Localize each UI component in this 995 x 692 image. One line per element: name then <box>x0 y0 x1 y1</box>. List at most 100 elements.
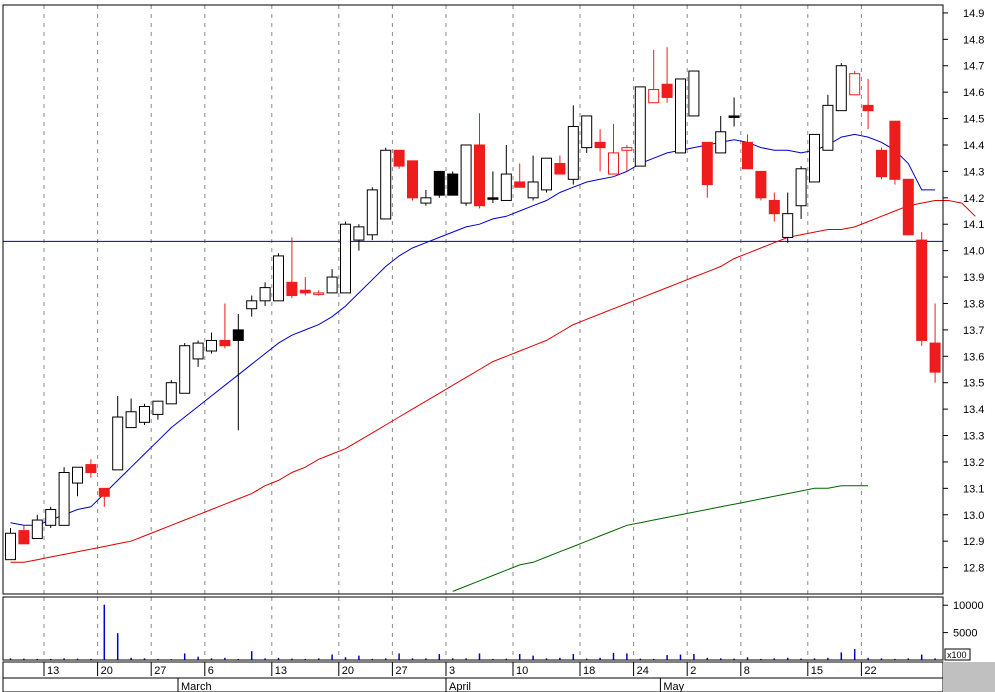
candle-body <box>661 83 673 98</box>
price-tick-label: 13.0 <box>963 510 984 522</box>
volume-panel-frame <box>2 596 944 661</box>
date-day-label: 20 <box>342 665 354 677</box>
moving-average-short <box>10 133 936 526</box>
price-tick-label: 14.8 <box>963 34 984 46</box>
grid-lines <box>43 5 862 660</box>
price-tick-label: 14.0 <box>963 246 984 258</box>
date-day-label: 27 <box>154 665 166 677</box>
volume-tick-label: 10000 <box>953 600 984 612</box>
price-tick-label: 14.2 <box>963 193 984 205</box>
candle-body <box>420 197 432 204</box>
volume-unit-badge-box <box>944 648 971 661</box>
candle-body <box>299 289 311 294</box>
candle-body <box>366 189 378 236</box>
price-tick-label: 14.3 <box>963 166 984 178</box>
date-day-label: 6 <box>208 665 214 677</box>
candle-body <box>715 131 727 154</box>
candle-body <box>460 144 472 204</box>
candle-body <box>916 239 928 341</box>
price-axis: 12.8 12.9 13.0 13.1 13.2 13.3 13.4 13.5 13.6 13.7… <box>943 8 984 575</box>
candle-body <box>889 120 901 180</box>
candle-body <box>581 115 593 149</box>
candle-body <box>474 144 485 207</box>
date-month-label: March <box>181 681 212 692</box>
candle-body <box>487 197 499 200</box>
candle-body <box>286 281 298 297</box>
candle-body <box>72 466 83 484</box>
volume-tick-label: 5000 <box>953 628 977 640</box>
candle-body <box>380 149 392 220</box>
candle-body <box>929 342 941 373</box>
candle-body <box>433 170 445 196</box>
candle-body <box>219 339 231 347</box>
price-tick-label: 12.9 <box>963 536 984 548</box>
candle-body <box>407 160 418 199</box>
price-tick-label: 13.4 <box>963 404 984 416</box>
candle-body <box>688 70 700 117</box>
candle-body <box>165 382 177 405</box>
date-day-label: 20 <box>101 665 113 677</box>
candle-body <box>447 173 459 196</box>
price-tick-label: 14.7 <box>963 61 984 73</box>
candle-body <box>31 519 43 540</box>
candle-body <box>728 115 740 118</box>
candle-body <box>206 339 217 352</box>
candle-body <box>273 255 284 302</box>
volume-axis: 5000 10000 x100 <box>943 600 984 661</box>
candle-body <box>112 416 124 471</box>
candle-body <box>340 223 351 294</box>
date-day-label: 15 <box>811 665 823 677</box>
date-axis: 13 20 27 6 13 20 27 3 10 18 24 2 8 15 22 March April May <box>3 662 943 692</box>
candle-body <box>125 411 137 429</box>
price-tick-label: 13.3 <box>963 431 984 443</box>
candle-body <box>675 78 686 154</box>
moving-average-long <box>452 485 869 592</box>
candle-body <box>742 141 753 170</box>
candle-body <box>902 178 914 236</box>
candle-body <box>232 329 244 341</box>
price-tick-label: 13.8 <box>963 298 984 310</box>
candle-body <box>393 149 405 167</box>
candle-body <box>795 168 807 207</box>
candle-body <box>835 65 847 112</box>
candle-body <box>98 487 110 497</box>
candle-body <box>822 104 834 151</box>
candle-body <box>701 141 713 186</box>
candle-body <box>849 73 861 96</box>
candle-body <box>179 345 191 394</box>
candle-body <box>755 170 767 199</box>
candle-body <box>648 89 660 104</box>
price-tick-label: 14.4 <box>963 140 984 152</box>
date-day-label: 27 <box>395 665 407 677</box>
moving-average-mid <box>10 200 976 563</box>
price-tick-label: 13.7 <box>963 325 984 337</box>
price-tick-label: 13.9 <box>963 272 984 284</box>
candle-body <box>18 530 30 545</box>
candle-body <box>45 508 57 526</box>
date-day-label: 3 <box>449 665 455 677</box>
price-panel-frame <box>2 4 944 595</box>
candle-body <box>152 400 164 415</box>
moving-averages <box>10 133 976 592</box>
candle-body <box>608 152 619 175</box>
price-tick-label: 13.1 <box>963 483 984 495</box>
candle-body <box>621 147 633 151</box>
price-tick-label: 13.6 <box>963 351 984 363</box>
date-day-label: 13 <box>47 665 59 677</box>
candle-body <box>541 157 552 191</box>
date-day-label: 10 <box>516 665 528 677</box>
candle-body <box>554 162 566 175</box>
candle-body <box>353 226 365 241</box>
candle-body <box>259 287 271 302</box>
candle-body <box>514 181 526 188</box>
date-day-label: 2 <box>690 665 696 677</box>
candle-body <box>634 86 646 167</box>
candle-body <box>139 405 150 423</box>
candle-body <box>862 104 874 112</box>
price-tick-label: 14.9 <box>963 8 984 20</box>
candle-body <box>876 149 887 178</box>
price-tick-label: 14.6 <box>963 87 984 99</box>
date-month-label: May <box>663 681 684 692</box>
candle-body <box>782 213 794 238</box>
